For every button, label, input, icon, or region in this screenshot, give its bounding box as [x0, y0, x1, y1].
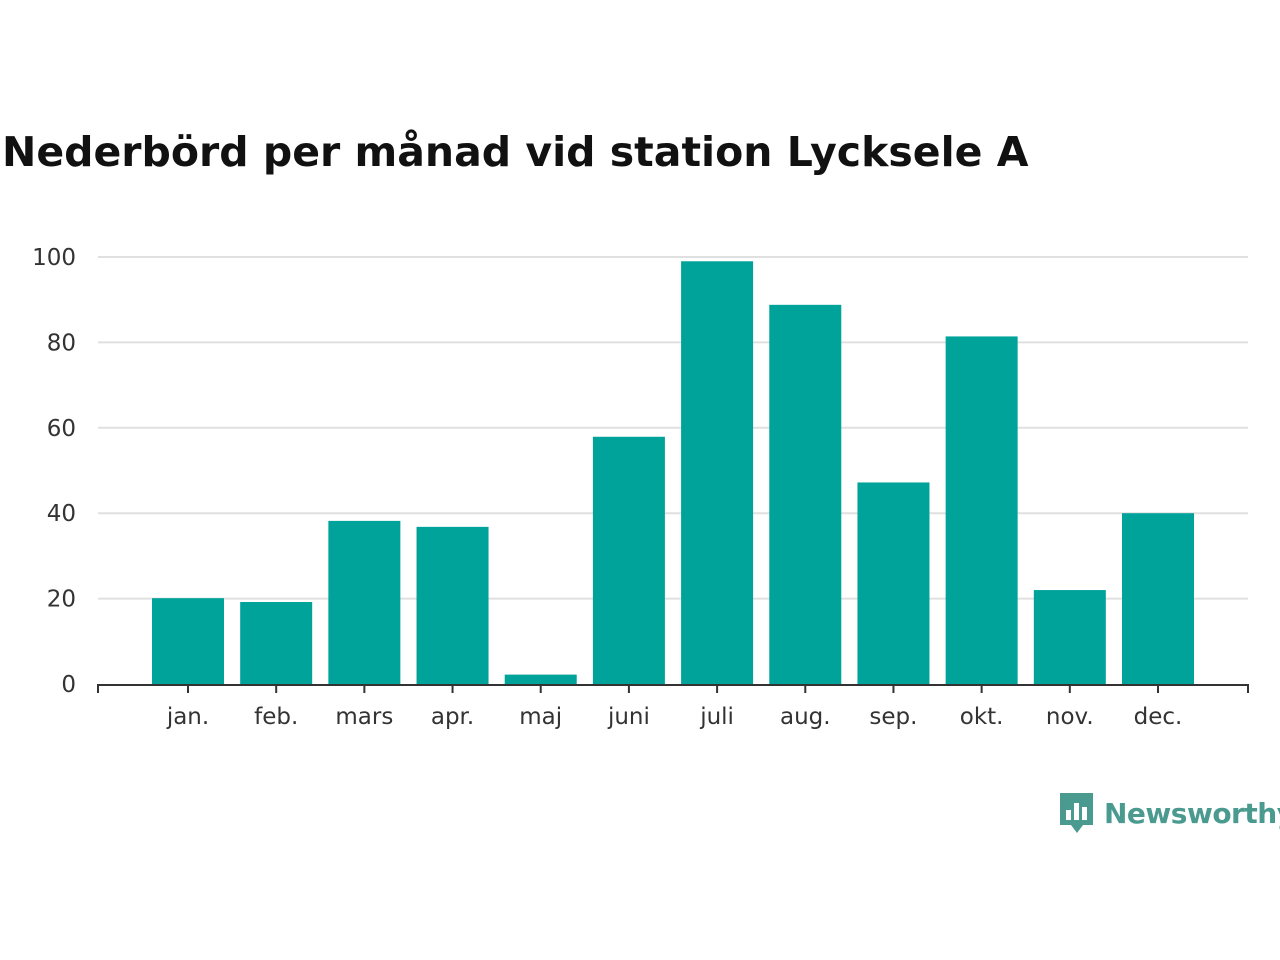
y-tick-label: 40 [47, 501, 76, 527]
bar [945, 336, 1018, 684]
newsworthy-logo-icon [1060, 793, 1093, 833]
x-tick-label: maj [519, 704, 562, 730]
bar [416, 526, 489, 684]
bar [592, 436, 665, 684]
chart-title: Nederbörd per månad vid station Lycksele… [2, 128, 1029, 176]
x-tick-label: nov. [1046, 704, 1094, 730]
y-tick-label: 0 [61, 672, 76, 698]
bar [1122, 513, 1194, 684]
x-tick-label: apr. [431, 704, 474, 730]
y-tick-label: 80 [47, 330, 76, 356]
x-axis [97, 684, 1249, 693]
x-axis-labels: jan. feb. mars apr. maj juni juli aug. sep. okt. n… [166, 704, 1183, 730]
brand-name: Newsworthy [1104, 796, 1280, 830]
bar [681, 261, 754, 684]
bar [1033, 590, 1106, 684]
x-tick-label: okt. [960, 704, 1004, 730]
x-tick-label: sep. [869, 704, 917, 730]
y-axis-labels: 0 20 40 60 80 100 [32, 245, 76, 698]
bar [504, 674, 577, 684]
y-tick-label: 100 [32, 245, 76, 271]
gridlines [98, 256, 1248, 600]
x-tick-label: mars [335, 704, 393, 730]
x-tick-label: juli [699, 704, 734, 730]
x-tick-label: juni [607, 704, 650, 730]
y-tick-label: 20 [47, 587, 76, 613]
y-tick-label: 60 [47, 416, 76, 442]
bar [769, 304, 842, 684]
x-tick-label: feb. [254, 704, 298, 730]
bar [240, 602, 313, 684]
brand-logo: Newsworthy [1058, 790, 1280, 836]
x-tick-label: jan. [166, 704, 209, 730]
x-tick-label: dec. [1134, 704, 1183, 730]
bars [152, 261, 1194, 684]
x-tick-label: aug. [780, 704, 831, 730]
bar [857, 482, 930, 684]
bar [328, 520, 401, 684]
bar [152, 598, 224, 684]
